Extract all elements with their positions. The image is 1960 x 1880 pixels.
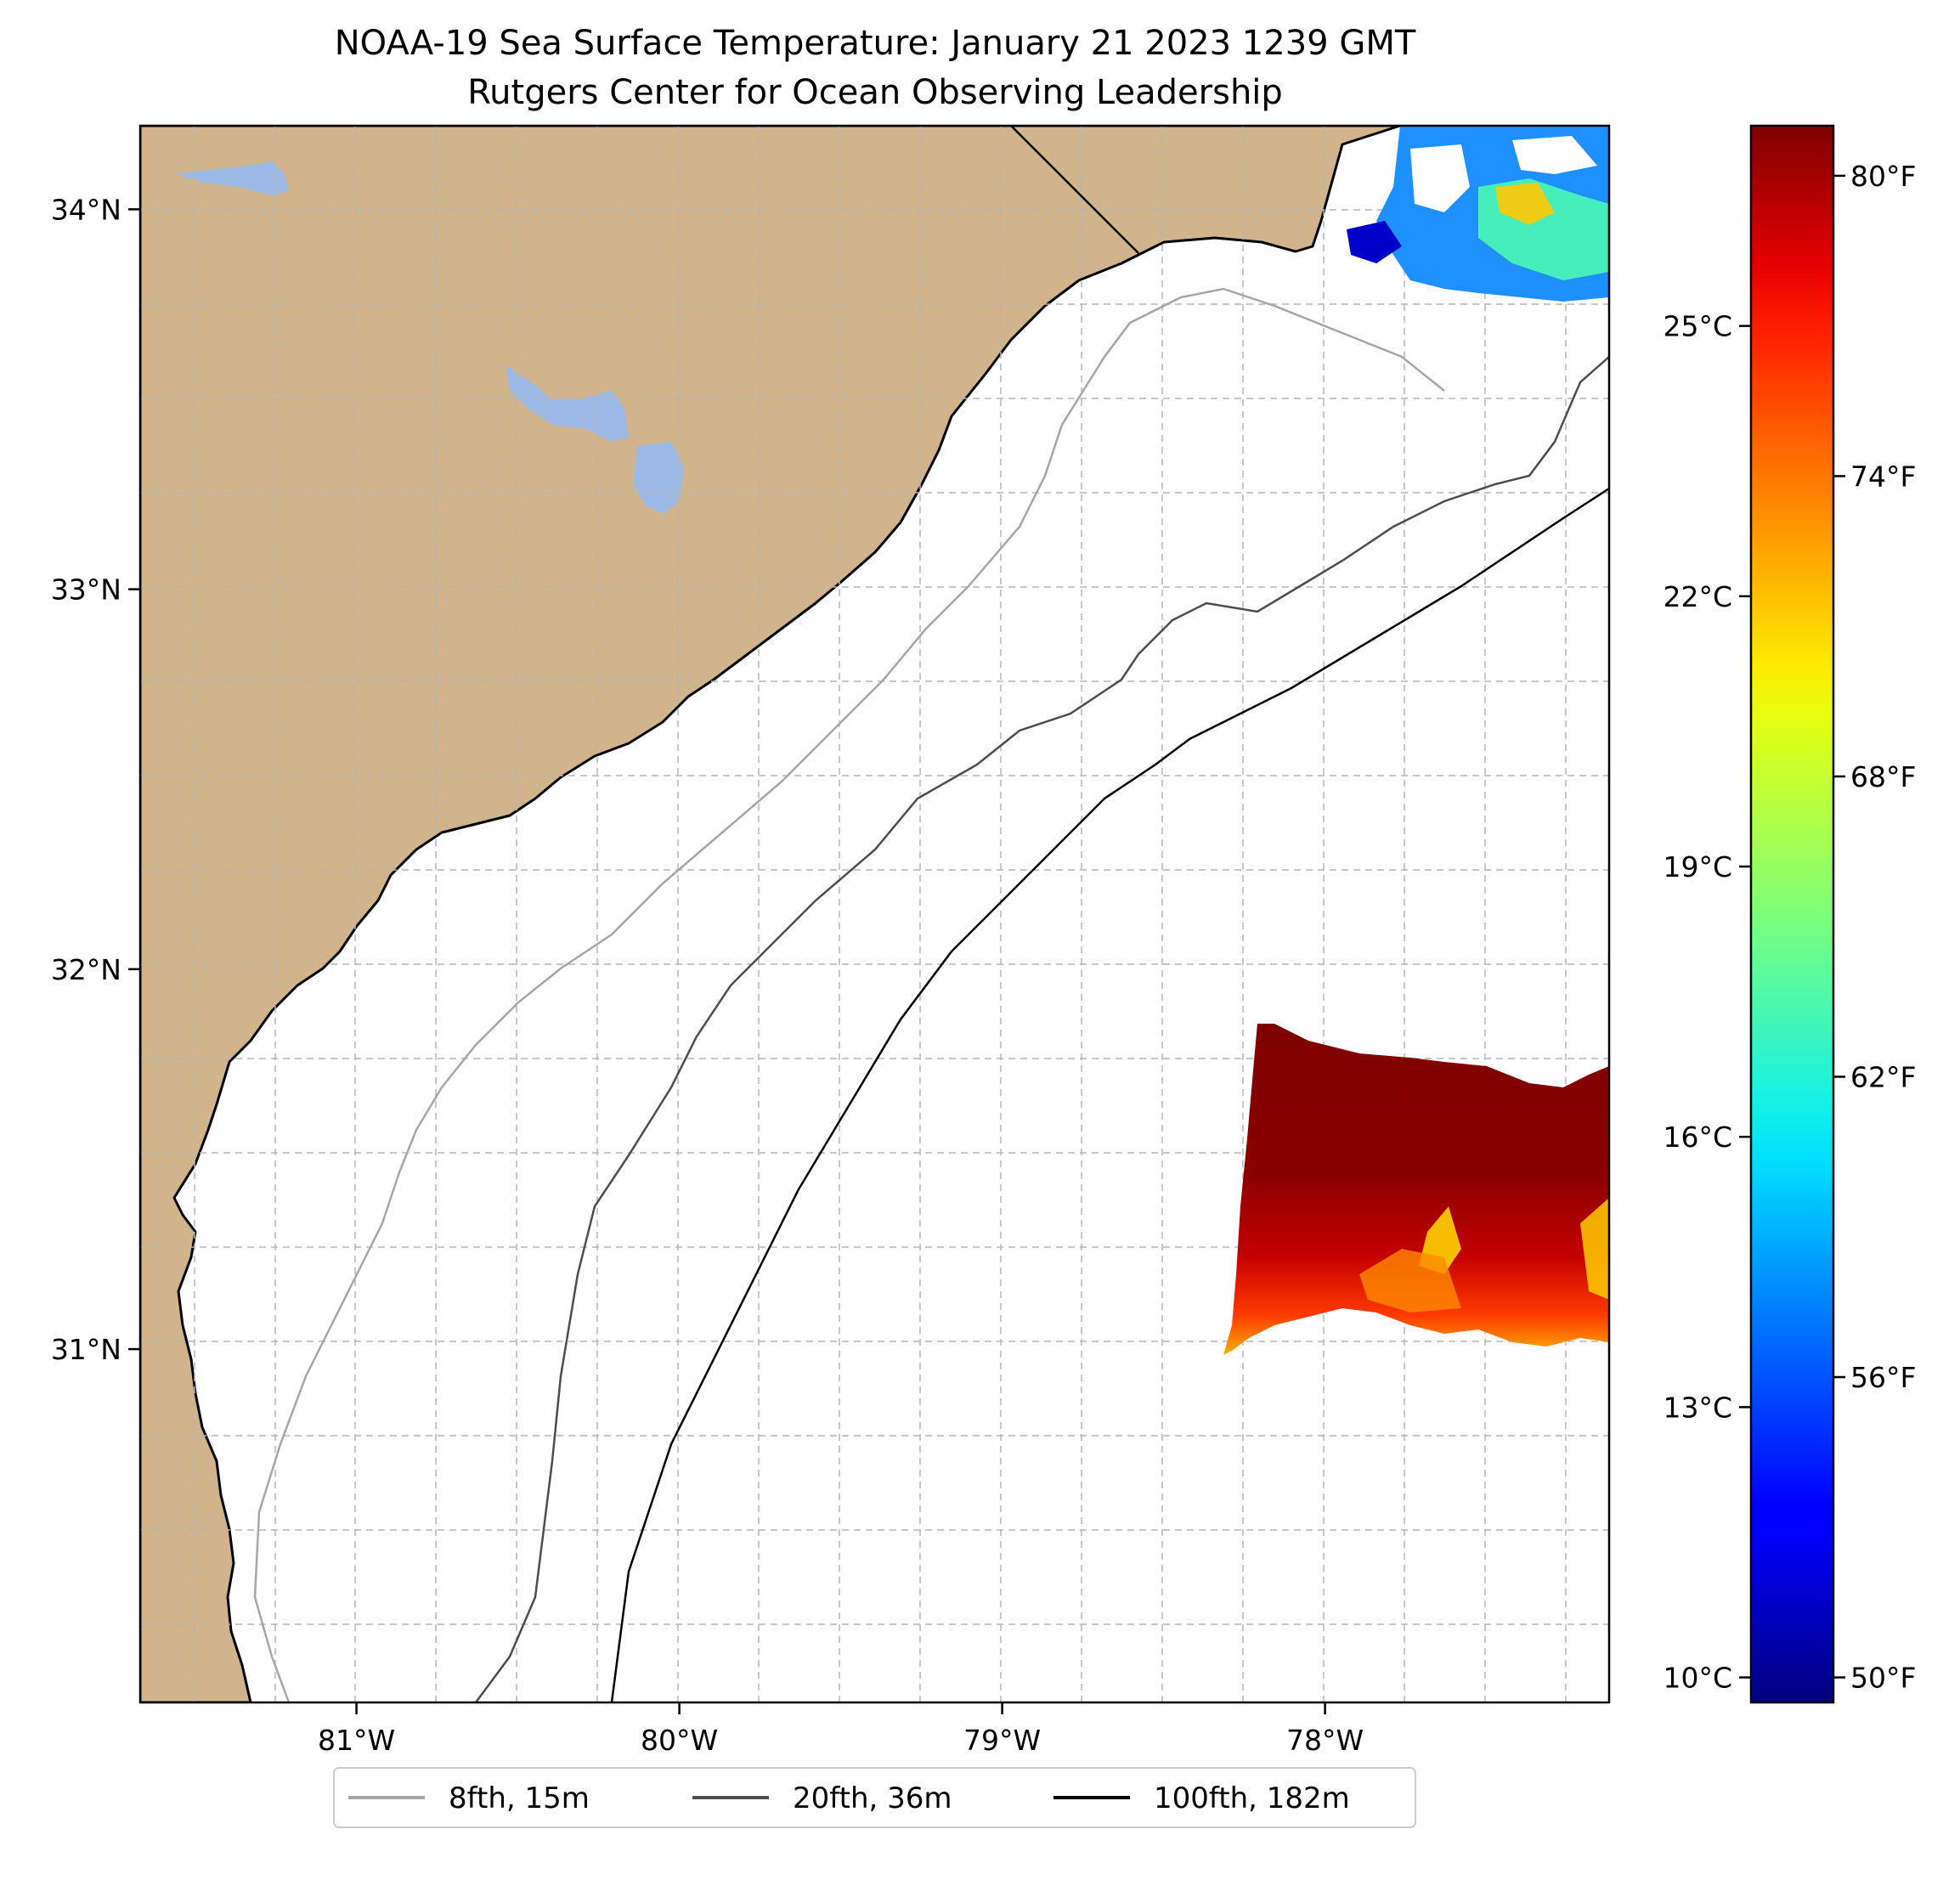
isobath-8fth (253, 287, 1445, 1702)
colorbar-gradient (1749, 124, 1835, 1704)
lat-tick-label: 34°N (51, 193, 121, 226)
lon-tick-label: 78°W (1286, 1724, 1364, 1757)
celsius-tick-label: 13°C (1663, 1391, 1732, 1424)
lon-tick-label: 81°W (318, 1724, 395, 1757)
map-panel (140, 126, 1609, 1702)
sst-warm-filament-2 (1359, 1249, 1461, 1313)
celsius-tick-label: 22°C (1663, 580, 1732, 613)
colorbar: 10°C 13°C 16°C 19°C 22°C 25°C 50°F 56°F 62°F 68°… (1663, 124, 1916, 1704)
chart-subtitle: Rutgers Center for Ocean Observing Leade… (467, 73, 1283, 112)
fahrenheit-tick-label: 80°F (1850, 160, 1916, 193)
fahrenheit-tick-label: 68°F (1850, 760, 1916, 793)
legend-label: 100fth, 182m (1154, 1781, 1350, 1815)
fahrenheit-tick-label: 56°F (1850, 1361, 1916, 1394)
land-mass (140, 126, 1402, 1702)
chart-title: NOAA-19 Sea Surface Temperature: January… (335, 24, 1416, 63)
sst-warm-filament-3 (1580, 1198, 1609, 1300)
isobath-legend: 8fth, 15m 20fth, 36m 100fth, 182m (333, 1767, 1416, 1828)
sst-yellow-eddy (1495, 183, 1555, 225)
isobath-100fth (610, 487, 1609, 1702)
celsius-tick-label: 16°C (1663, 1121, 1732, 1154)
sst-cloud-gap (1410, 144, 1470, 212)
sst-cloud-gap-2 (1512, 136, 1597, 174)
lat-axis: 34°N 33°N 32°N 31°N (51, 193, 140, 1366)
lake-marion-south (633, 442, 684, 514)
colorbar-fahrenheit-ticks: 50°F 56°F 62°F 68°F 74°F 80°F (1833, 160, 1916, 1695)
sst-cold-core (1347, 221, 1402, 263)
celsius-tick-label: 10°C (1663, 1662, 1732, 1695)
fahrenheit-tick-label: 62°F (1850, 1060, 1916, 1093)
celsius-tick-label: 25°C (1663, 310, 1732, 343)
fahrenheit-tick-label: 50°F (1850, 1662, 1916, 1695)
lat-tick-label: 31°N (51, 1333, 121, 1366)
state-border (1010, 126, 1139, 254)
fahrenheit-tick-label: 74°F (1850, 460, 1916, 493)
lon-tick-label: 80°W (641, 1724, 718, 1757)
lake-moultrie-marion (506, 365, 629, 442)
lon-tick-label: 79°W (963, 1724, 1041, 1757)
legend-label: 8fth, 15m (449, 1781, 590, 1815)
celsius-tick-label: 19°C (1663, 850, 1732, 884)
legend-box (333, 1767, 1416, 1828)
lat-tick-label: 32°N (51, 953, 121, 986)
sst-swath-gulf-stream (1223, 1024, 1609, 1355)
lon-axis: 81°W 80°W 79°W 78°W (318, 1702, 1364, 1757)
map-frame (138, 124, 1611, 1704)
legend-label: 20fth, 36m (793, 1781, 952, 1815)
lake-northwest (174, 161, 289, 195)
isobath-20fth (474, 356, 1609, 1702)
colorbar-celsius-ticks: 10°C 13°C 16°C 19°C 22°C 25°C (1663, 310, 1751, 1695)
graticule (140, 126, 1609, 1702)
lat-tick-label: 33°N (51, 573, 121, 607)
